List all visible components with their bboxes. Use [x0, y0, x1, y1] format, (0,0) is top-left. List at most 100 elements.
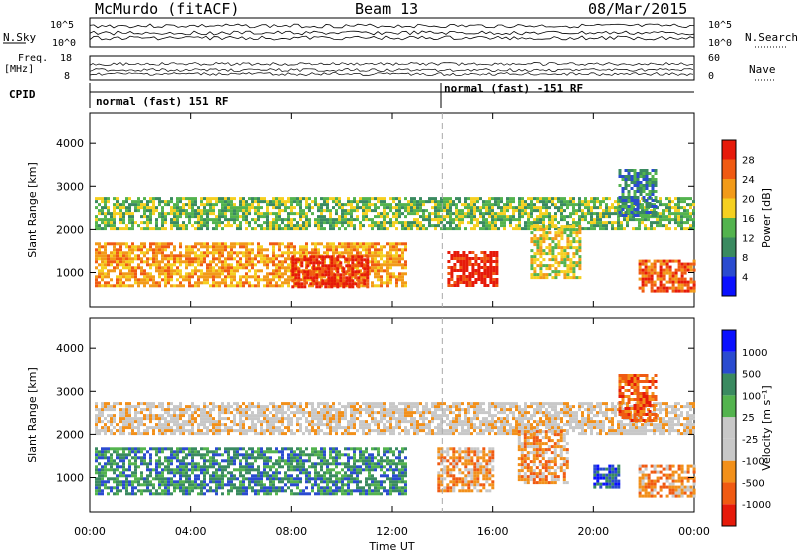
data-cell	[479, 402, 482, 406]
data-cell	[395, 254, 398, 258]
data-cell	[548, 423, 551, 427]
data-cell	[653, 203, 656, 207]
data-cell	[659, 262, 663, 266]
data-cell	[251, 203, 254, 207]
data-cell	[692, 262, 696, 266]
data-cell	[506, 417, 509, 421]
data-cell	[480, 275, 484, 278]
data-cell	[554, 408, 557, 412]
data-cell	[641, 262, 645, 266]
data-cell	[122, 411, 125, 415]
data-cell	[374, 266, 377, 270]
data-cell	[539, 215, 542, 219]
data-cell	[356, 245, 359, 249]
data-cell	[476, 218, 479, 222]
data-cell	[437, 209, 440, 213]
data-cell	[683, 268, 687, 272]
data-cell	[356, 215, 359, 219]
data-cell	[366, 264, 370, 268]
data-cell	[492, 251, 496, 254]
data-cell	[662, 277, 666, 281]
data-cell	[398, 408, 401, 412]
data-cell	[95, 432, 98, 436]
data-cell	[143, 423, 146, 427]
data-cell	[104, 417, 107, 421]
data-cell	[107, 218, 110, 222]
data-cell	[158, 414, 161, 418]
data-cell	[560, 252, 564, 256]
data-cell	[374, 420, 377, 424]
data-cell	[161, 206, 164, 210]
data-cell	[483, 251, 487, 254]
data-cell	[311, 420, 314, 424]
data-cell	[245, 227, 248, 231]
data-cell	[590, 197, 593, 201]
data-cell	[170, 275, 173, 279]
data-cell	[185, 245, 188, 249]
data-cell	[533, 270, 537, 274]
data-cell	[338, 197, 341, 201]
data-cell	[113, 405, 116, 409]
station-title: McMurdo (fitACF)	[95, 0, 240, 18]
data-cell	[203, 260, 206, 264]
data-cell	[491, 417, 494, 421]
data-cell	[545, 209, 548, 213]
data-cell	[644, 265, 648, 269]
data-cell	[459, 275, 463, 278]
data-cell	[611, 227, 614, 231]
data-cell	[239, 224, 242, 228]
data-cell	[131, 242, 134, 246]
data-cell	[104, 263, 107, 267]
data-cell	[324, 270, 328, 274]
data-cell	[330, 255, 334, 259]
data-cell	[557, 273, 561, 277]
data-cell	[533, 221, 536, 225]
data-cell	[182, 197, 185, 201]
data-cell	[305, 417, 308, 421]
data-cell	[368, 203, 371, 207]
data-cell	[413, 203, 416, 207]
data-cell	[374, 203, 377, 207]
data-cell	[200, 423, 203, 427]
data-cell	[351, 258, 355, 262]
data-cell	[107, 209, 110, 213]
data-cell	[299, 218, 302, 222]
freq-tick-high: 18	[60, 53, 73, 64]
data-cell	[224, 266, 227, 270]
data-cell	[170, 408, 173, 412]
data-cell	[452, 423, 455, 427]
data-cell	[329, 218, 332, 222]
data-cell	[533, 218, 536, 222]
data-cell	[323, 257, 326, 261]
data-cell	[287, 248, 290, 252]
data-cell	[294, 261, 298, 265]
data-cell	[482, 423, 485, 427]
data-cell	[461, 432, 464, 436]
data-cell	[674, 259, 678, 263]
data-cell	[164, 278, 167, 282]
data-cell	[314, 203, 317, 207]
data-cell	[677, 259, 681, 263]
data-cell	[104, 227, 107, 231]
data-cell	[648, 202, 652, 205]
data-cell	[386, 242, 389, 246]
data-cell	[447, 284, 451, 287]
data-cell	[146, 260, 149, 264]
data-cell	[312, 276, 316, 280]
data-cell	[122, 260, 125, 264]
data-cell	[515, 227, 518, 231]
data-cell	[251, 423, 254, 427]
data-cell	[419, 402, 422, 406]
data-cell	[185, 275, 188, 279]
data-cell	[462, 266, 466, 269]
data-cell	[113, 426, 116, 430]
data-cell	[158, 242, 161, 246]
data-cell	[446, 408, 449, 412]
data-cell	[233, 242, 236, 246]
data-cell	[317, 251, 320, 255]
data-cell	[155, 414, 158, 418]
data-cell	[509, 203, 512, 207]
data-cell	[230, 224, 233, 228]
data-cell	[659, 218, 662, 222]
data-cell	[446, 200, 449, 204]
